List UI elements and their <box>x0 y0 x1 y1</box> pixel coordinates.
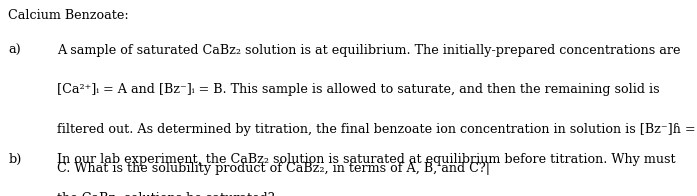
Text: Calcium Benzoate:: Calcium Benzoate: <box>8 9 129 22</box>
Text: In our lab experiment, the CaBz₂ solution is saturated at equilibrium before tit: In our lab experiment, the CaBz₂ solutio… <box>57 153 676 166</box>
Text: [Ca²⁺]ᵢ = A and [Bz⁻]ᵢ = B. This sample is allowed to saturate, and then the rem: [Ca²⁺]ᵢ = A and [Bz⁻]ᵢ = B. This sample … <box>57 83 660 96</box>
Text: b): b) <box>8 153 22 166</box>
Text: A sample of saturated CaBz₂ solution is at equilibrium. The initially-prepared c: A sample of saturated CaBz₂ solution is … <box>57 44 681 57</box>
Text: filtered out. As determined by titration, the final benzoate ion concentration i: filtered out. As determined by titration… <box>57 122 696 135</box>
Text: C. What is the solubility product of CaBz₂, in terms of A, B, and C?|: C. What is the solubility product of CaB… <box>57 162 490 175</box>
Text: the CaBz₂ solutions be saturated?: the CaBz₂ solutions be saturated? <box>57 192 275 196</box>
Text: a): a) <box>8 44 21 57</box>
